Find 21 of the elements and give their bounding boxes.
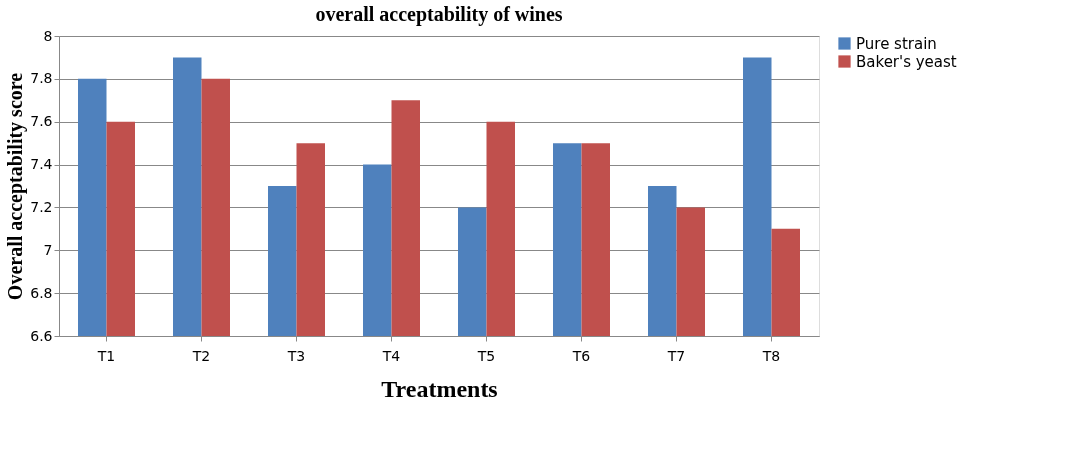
y-tick-label: 7: [43, 241, 53, 258]
x-tick-label: T4: [381, 347, 401, 364]
x-tick-label: T6: [571, 347, 591, 364]
y-axis-title: Overall acceptability score: [4, 72, 28, 301]
x-tick-label: T5: [476, 347, 496, 364]
y-tick-label: 6.8: [30, 284, 53, 301]
x-tick-label: T1: [96, 347, 116, 364]
x-axis-title: Treatments: [381, 375, 498, 402]
y-tick-label: 6.6: [30, 327, 53, 344]
x-tick-label: T2: [191, 347, 211, 364]
legend-label: Pure strain: [856, 34, 937, 53]
x-tick-label: T8: [761, 347, 781, 364]
chart-title: overall acceptability of wines: [315, 3, 563, 26]
y-tick-label: 7.8: [30, 70, 53, 87]
x-tick-label: T3: [286, 347, 306, 364]
y-tick-label: 7.6: [30, 113, 53, 130]
y-tick-label: 7.4: [30, 156, 53, 173]
x-tick-label: T7: [666, 347, 686, 364]
y-tick-label: 7.2: [30, 198, 53, 215]
legend-label: Baker's yeast: [856, 52, 957, 71]
y-tick-label: 8: [43, 27, 53, 44]
